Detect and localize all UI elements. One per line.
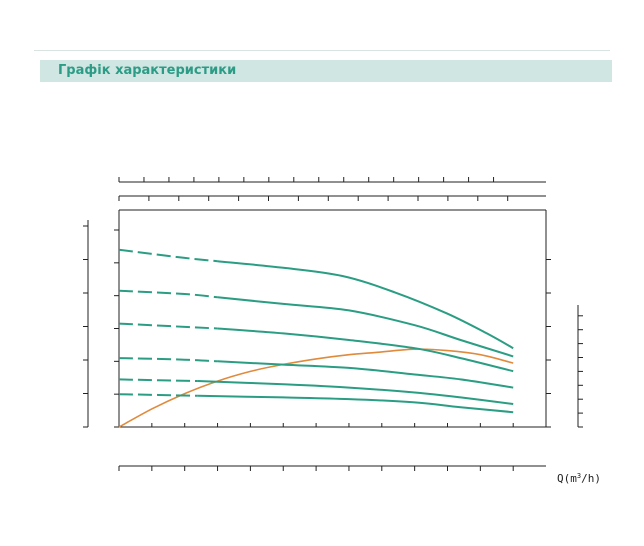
eff-curve	[118, 348, 514, 428]
m3h-label-sup: 3	[577, 472, 581, 480]
head-curve	[197, 380, 514, 405]
section-banner: Графік характеристики	[40, 60, 612, 82]
m3h-label-suffix: /h)	[581, 472, 601, 485]
head-curve-dashed	[118, 289, 218, 299]
head-curve	[197, 394, 514, 414]
head-curve	[217, 327, 514, 373]
head-curve-dashed	[118, 248, 218, 263]
head-curve	[217, 296, 514, 358]
head-curve-dashed	[118, 378, 198, 382]
head-curve-dashed	[118, 357, 218, 363]
section-title: Графік характеристики	[58, 63, 237, 78]
head-curve	[217, 260, 514, 350]
head-curve-dashed	[118, 393, 198, 397]
m3h-label-prefix: Q(m	[557, 472, 577, 485]
head-curve-dashed	[118, 322, 218, 330]
m3h-axis-label: Q(m3/h)	[557, 472, 601, 485]
head-curve	[217, 360, 514, 389]
top-divider	[34, 50, 610, 51]
